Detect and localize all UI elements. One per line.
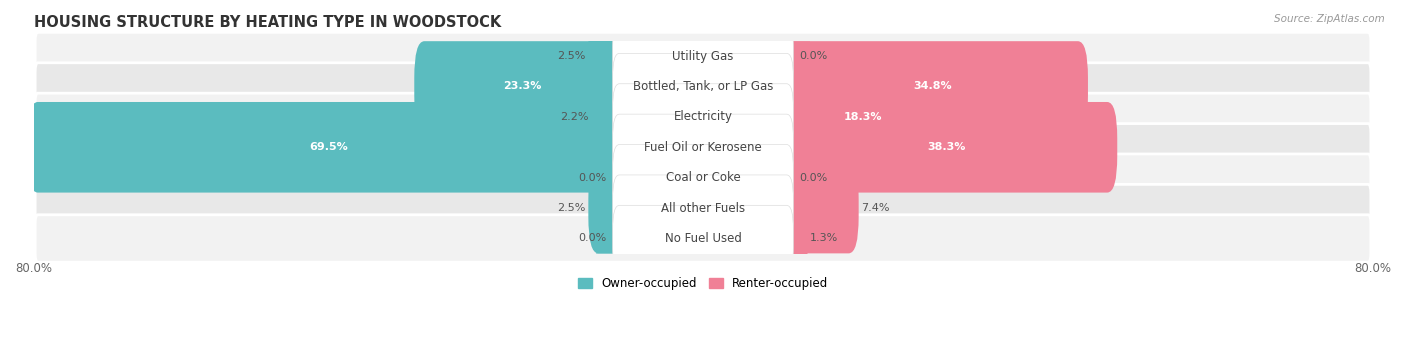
FancyBboxPatch shape — [613, 205, 793, 272]
Text: Bottled, Tank, or LP Gas: Bottled, Tank, or LP Gas — [633, 80, 773, 93]
FancyBboxPatch shape — [613, 23, 793, 89]
FancyBboxPatch shape — [596, 145, 626, 211]
FancyBboxPatch shape — [776, 193, 807, 284]
FancyBboxPatch shape — [776, 41, 1088, 132]
Text: 0.0%: 0.0% — [578, 173, 607, 183]
Text: Source: ZipAtlas.com: Source: ZipAtlas.com — [1274, 14, 1385, 24]
Text: No Fuel Used: No Fuel Used — [665, 232, 741, 245]
FancyBboxPatch shape — [35, 154, 1371, 202]
Text: 7.4%: 7.4% — [860, 203, 890, 213]
FancyBboxPatch shape — [591, 72, 630, 162]
Text: All other Fuels: All other Fuels — [661, 202, 745, 214]
Text: 69.5%: 69.5% — [309, 142, 347, 152]
FancyBboxPatch shape — [35, 63, 1371, 110]
Text: 0.0%: 0.0% — [799, 173, 828, 183]
FancyBboxPatch shape — [35, 32, 1371, 80]
Text: Fuel Oil or Kerosene: Fuel Oil or Kerosene — [644, 141, 762, 154]
FancyBboxPatch shape — [613, 84, 793, 150]
FancyBboxPatch shape — [35, 215, 1371, 262]
Legend: Owner-occupied, Renter-occupied: Owner-occupied, Renter-occupied — [572, 272, 834, 295]
Text: 23.3%: 23.3% — [502, 81, 541, 91]
FancyBboxPatch shape — [35, 93, 1371, 140]
FancyBboxPatch shape — [28, 102, 630, 193]
Text: 34.8%: 34.8% — [912, 81, 952, 91]
FancyBboxPatch shape — [613, 114, 793, 180]
Text: 18.3%: 18.3% — [844, 112, 883, 122]
Text: HOUSING STRUCTURE BY HEATING TYPE IN WOODSTOCK: HOUSING STRUCTURE BY HEATING TYPE IN WOO… — [34, 15, 501, 30]
FancyBboxPatch shape — [613, 175, 793, 241]
Text: 0.0%: 0.0% — [578, 234, 607, 243]
Text: 38.3%: 38.3% — [928, 142, 966, 152]
FancyBboxPatch shape — [35, 123, 1371, 171]
FancyBboxPatch shape — [415, 41, 630, 132]
FancyBboxPatch shape — [776, 163, 859, 253]
Text: Electricity: Electricity — [673, 110, 733, 123]
Text: Coal or Coke: Coal or Coke — [665, 171, 741, 184]
FancyBboxPatch shape — [613, 53, 793, 120]
FancyBboxPatch shape — [776, 72, 950, 162]
FancyBboxPatch shape — [596, 205, 626, 272]
Text: 0.0%: 0.0% — [799, 51, 828, 61]
Text: Utility Gas: Utility Gas — [672, 49, 734, 63]
Text: 2.2%: 2.2% — [560, 112, 588, 122]
FancyBboxPatch shape — [613, 145, 793, 211]
Text: 2.5%: 2.5% — [557, 51, 586, 61]
FancyBboxPatch shape — [588, 11, 630, 101]
Text: 2.5%: 2.5% — [557, 203, 586, 213]
Text: 1.3%: 1.3% — [810, 234, 838, 243]
FancyBboxPatch shape — [776, 102, 1118, 193]
FancyBboxPatch shape — [588, 163, 630, 253]
FancyBboxPatch shape — [780, 23, 810, 89]
FancyBboxPatch shape — [780, 145, 810, 211]
FancyBboxPatch shape — [35, 184, 1371, 232]
